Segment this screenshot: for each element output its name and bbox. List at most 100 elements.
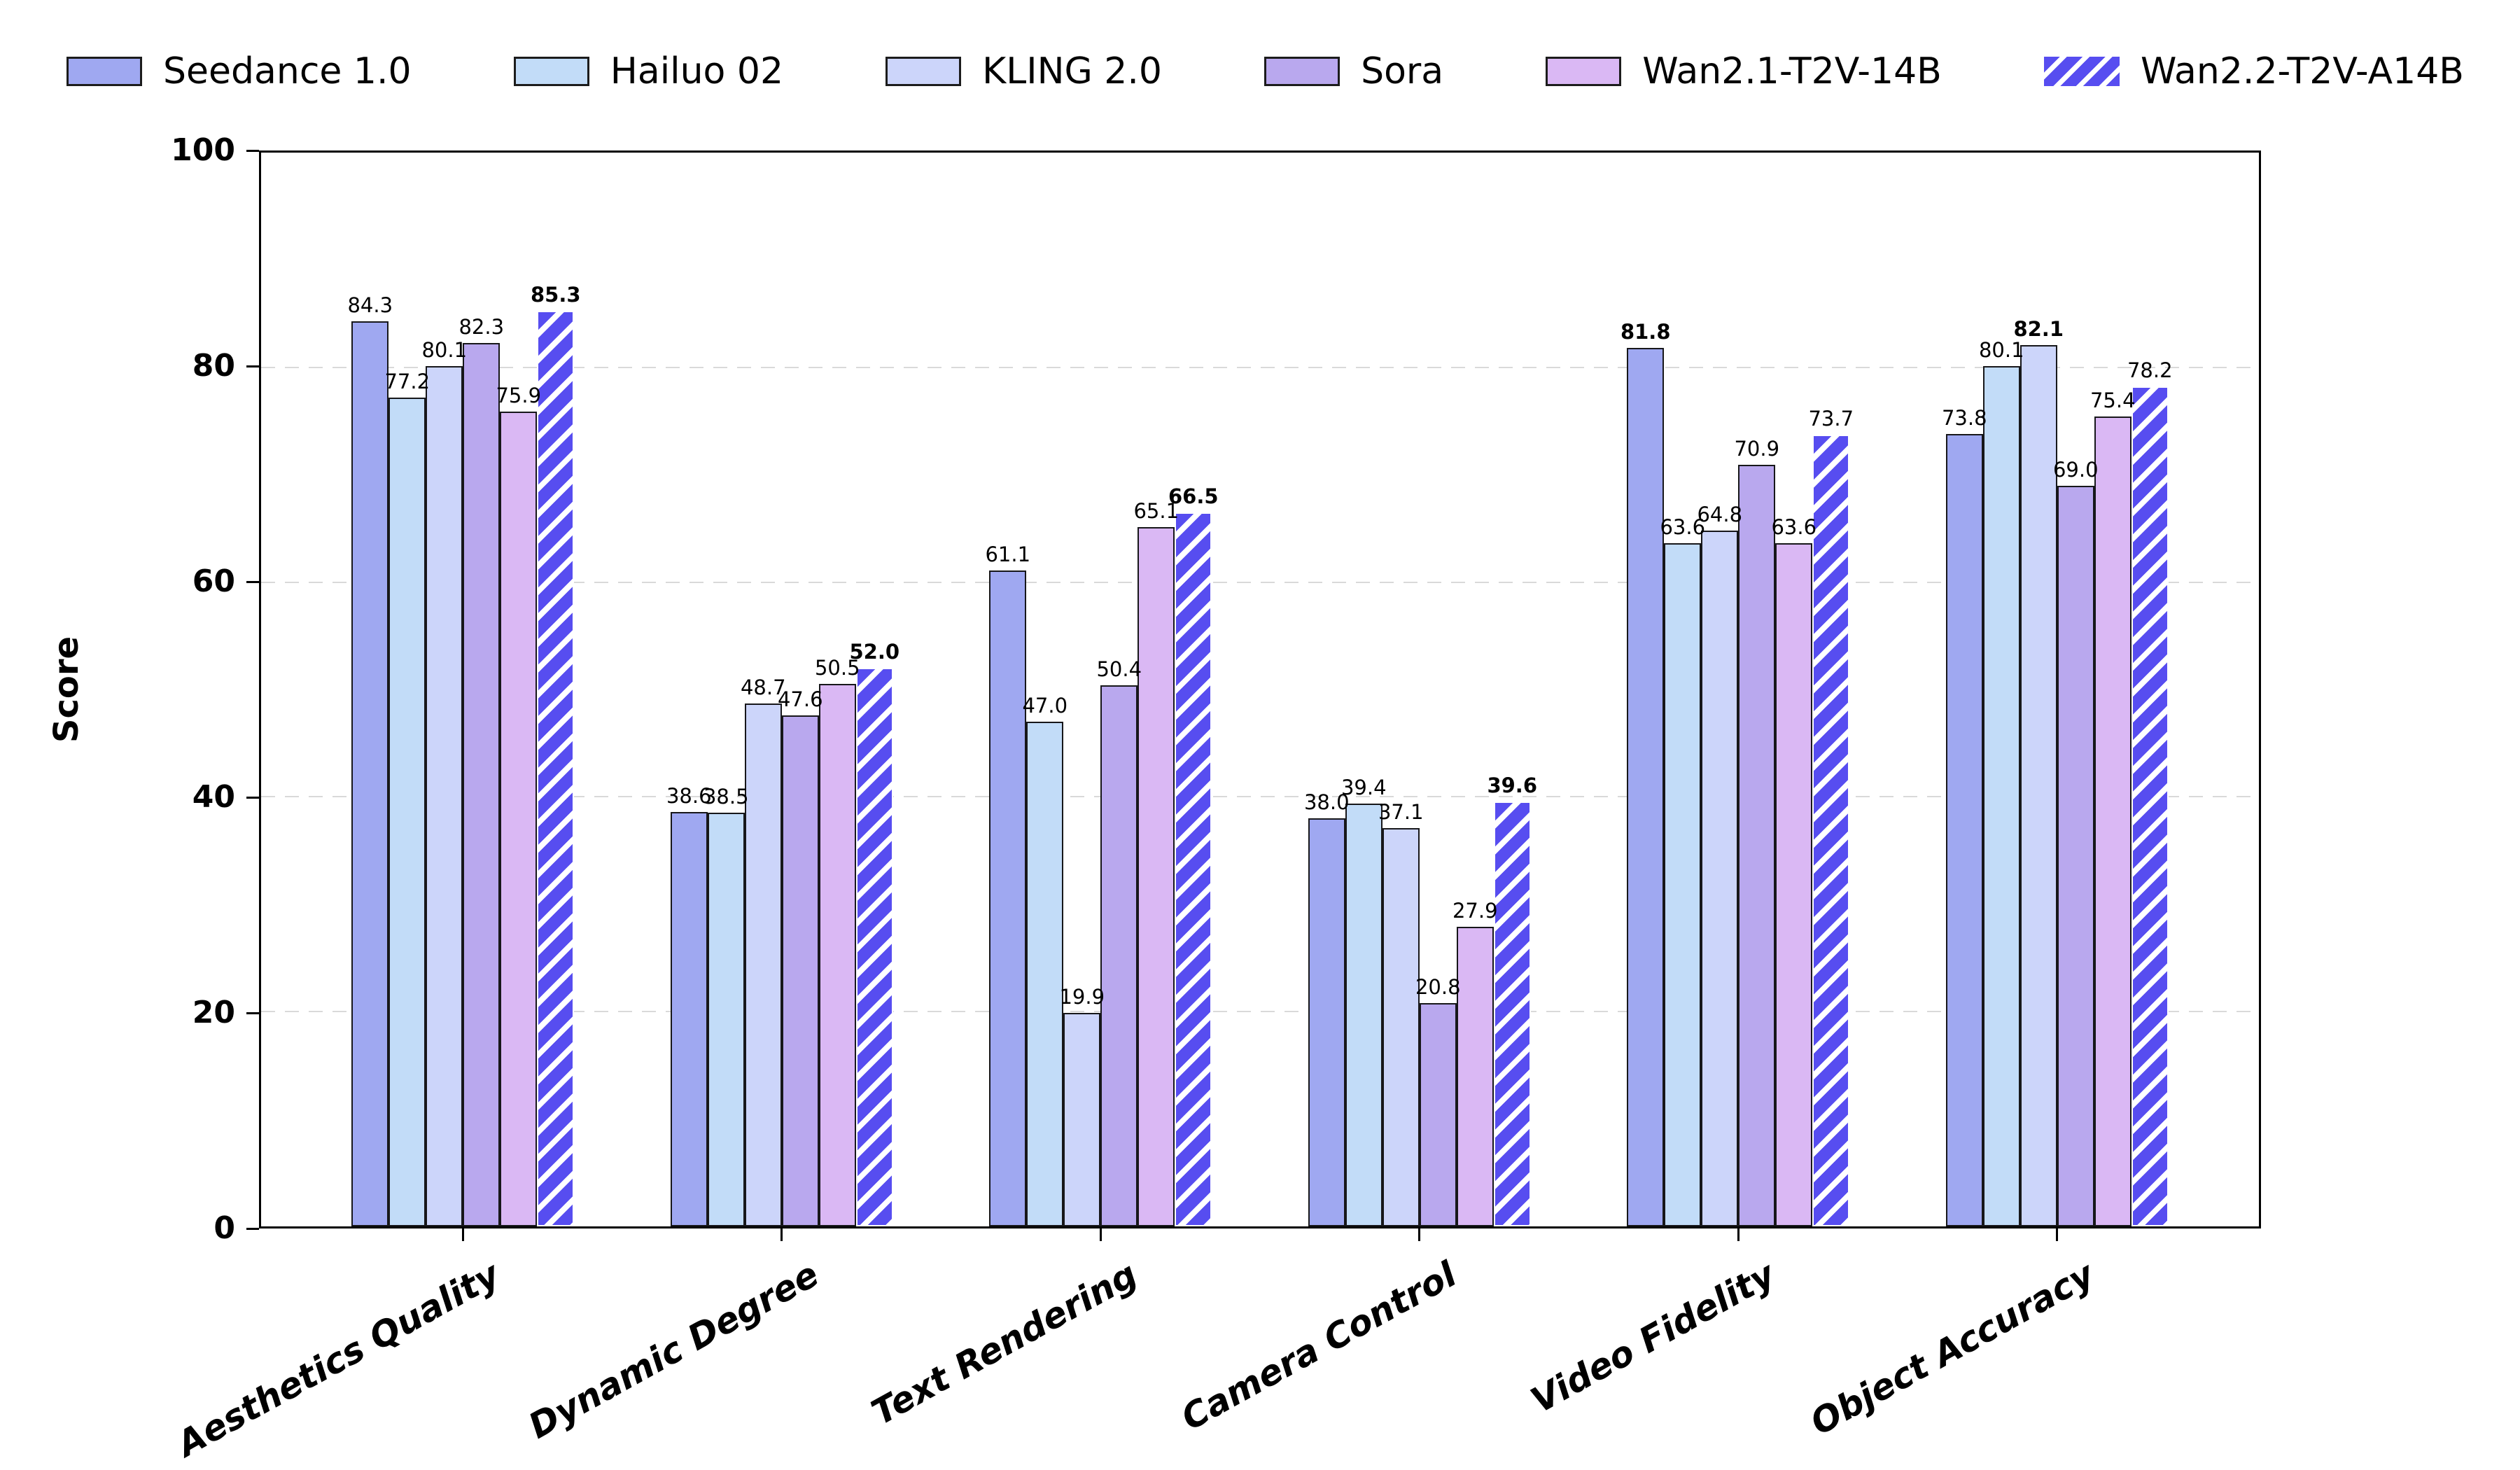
bar-wan2-1-t2v-14b-text-rendering <box>1138 527 1175 1226</box>
bar-value-label: 50.5 <box>814 656 860 680</box>
bar-wan2-1-t2v-14b-dynamic-degree <box>818 684 856 1226</box>
bar-value-label: 38.5 <box>703 785 749 809</box>
x-tick-mark <box>1099 1228 1102 1241</box>
bar-wan2-1-t2v-14b-object-accuracy <box>2094 416 2132 1226</box>
gridline-20 <box>261 1011 2259 1013</box>
gridline-60 <box>261 581 2259 583</box>
bar-value-label: 38.6 <box>666 783 712 808</box>
bar-hailuo-02-text-rendering <box>1026 722 1064 1226</box>
bar-value-label: 39.4 <box>1340 775 1387 799</box>
legend-label: Seedance 1.0 <box>163 50 412 92</box>
bar-kling-2-0-text-rendering <box>1063 1012 1101 1226</box>
legend-item-hailuo-02: Hailuo 02 <box>513 53 783 90</box>
bar-value-label: 63.6 <box>1771 515 1817 540</box>
bar-value-label: 65.1 <box>1133 499 1180 524</box>
bar-kling-2-0-aesthetics-quality <box>426 366 463 1226</box>
bar-wan2-2-t2v-a14b-object-accuracy <box>2131 386 2169 1226</box>
bar-hailuo-02-aesthetics-quality <box>388 397 426 1226</box>
bar-value-label: 64.8 <box>1697 502 1743 526</box>
legend-swatch-sora <box>1264 57 1340 86</box>
bar-value-label: 50.4 <box>1096 657 1142 681</box>
bar-kling-2-0-camera-control <box>1382 827 1420 1226</box>
legend-item-seedance-1-0: Seedance 1.0 <box>66 53 412 90</box>
y-tick-label: 40 <box>192 779 235 815</box>
y-tick-label: 100 <box>171 132 235 168</box>
x-category-label-dynamic-degree: Dynamic Degree <box>522 1254 825 1447</box>
bar-value-label: 81.8 <box>1620 320 1671 344</box>
bar-value-label: 69.0 <box>2052 457 2099 482</box>
x-category-label-camera-control: Camera Control <box>1174 1254 1463 1438</box>
bar-wan2-2-t2v-a14b-aesthetics-quality <box>537 310 575 1226</box>
x-tick-mark <box>2056 1228 2059 1241</box>
bar-value-label: 84.3 <box>347 293 393 317</box>
bar-value-label: 48.7 <box>740 675 786 699</box>
bar-wan2-2-t2v-a14b-camera-control <box>1493 801 1531 1226</box>
legend: Seedance 1.0 Hailuo 02 KLING 2.0 Sora Wan2.1… <box>66 36 2464 106</box>
x-category-label-object-accuracy: Object Accuracy <box>1803 1254 2101 1443</box>
bar-sora-aesthetics-quality <box>463 342 500 1226</box>
bar-kling-2-0-video-fidelity <box>1701 530 1739 1226</box>
legend-swatch-hailuo-02 <box>513 57 589 86</box>
bar-value-label: 20.8 <box>1415 974 1461 999</box>
y-tick-label: 0 <box>214 1210 235 1246</box>
x-tick-mark <box>461 1228 464 1241</box>
x-tick-mark <box>1418 1228 1421 1241</box>
bar-value-label: 63.6 <box>1660 515 1706 540</box>
legend-item-wan2-2-t2v-a14b: Wan2.2-T2V-A14B <box>2043 50 2464 92</box>
y-tick-mark <box>246 1011 259 1014</box>
x-category-label-text-rendering: Text Rendering <box>864 1254 1144 1434</box>
bar-value-label: 27.9 <box>1452 899 1498 923</box>
bar-wan2-1-t2v-14b-aesthetics-quality <box>500 411 538 1226</box>
legend-label: Sora <box>1361 50 1444 92</box>
gridline-80 <box>261 366 2259 368</box>
bar-wan2-1-t2v-14b-camera-control <box>1456 927 1494 1226</box>
bar-seedance-1-0-video-fidelity <box>1627 348 1665 1226</box>
bar-value-label: 52.0 <box>849 640 900 664</box>
bar-wan2-2-t2v-a14b-dynamic-degree <box>855 668 893 1226</box>
bar-hailuo-02-dynamic-degree <box>707 813 745 1226</box>
y-tick-mark <box>246 365 259 368</box>
bar-sora-video-fidelity <box>1738 465 1776 1226</box>
bar-seedance-1-0-camera-control <box>1308 818 1345 1226</box>
bar-value-label: 47.0 <box>1022 694 1068 718</box>
bar-value-label: 39.6 <box>1487 773 1538 797</box>
bar-seedance-1-0-dynamic-degree <box>670 811 708 1226</box>
bar-value-label: 47.6 <box>777 687 823 711</box>
bar-sora-dynamic-degree <box>781 715 819 1226</box>
bar-sora-camera-control <box>1419 1002 1457 1226</box>
legend-label: Wan2.2-T2V-A14B <box>2140 50 2464 92</box>
legend-item-wan2-1-t2v-14b: Wan2.1-T2V-14B <box>1546 53 1942 90</box>
x-category-label-aesthetics-quality: Aesthetics Quality <box>170 1254 507 1465</box>
bar-value-label: 73.7 <box>1808 407 1854 431</box>
legend-item-sora: Sora <box>1264 53 1443 90</box>
bar-value-label: 19.9 <box>1059 984 1105 1009</box>
legend-swatch-wan2-1-t2v-14b <box>1546 57 1622 86</box>
y-tick-mark <box>246 1227 259 1230</box>
bar-value-label: 70.9 <box>1734 437 1780 461</box>
bar-sora-object-accuracy <box>2057 485 2094 1226</box>
x-category-label-video-fidelity: Video Fidelity <box>1524 1254 1782 1422</box>
bar-seedance-1-0-object-accuracy <box>1945 433 1983 1226</box>
bar-value-label: 77.2 <box>384 369 430 393</box>
y-tick-mark <box>246 796 259 799</box>
bar-value-label: 37.1 <box>1378 799 1424 824</box>
bar-seedance-1-0-aesthetics-quality <box>351 321 389 1226</box>
x-tick-mark <box>1737 1228 1740 1241</box>
bar-value-label: 73.8 <box>1941 405 1987 430</box>
bar-kling-2-0-object-accuracy <box>2019 344 2057 1226</box>
bar-value-label: 75.9 <box>496 383 542 407</box>
plot-area: 84.3 77.2 80.1 82.3 75.9 85.3 38.6 38.5 48.7 47.6… <box>259 150 2261 1228</box>
bar-value-label: 75.4 <box>2090 388 2136 413</box>
bar-wan2-2-t2v-a14b-video-fidelity <box>1812 435 1850 1226</box>
y-tick-label: 60 <box>192 564 235 599</box>
bar-value-label: 82.1 <box>2013 316 2064 341</box>
legend-swatch-wan2-2-t2v-a14b <box>2043 57 2120 86</box>
bar-kling-2-0-dynamic-degree <box>744 703 782 1226</box>
y-tick-label: 20 <box>192 995 235 1030</box>
y-tick-mark <box>246 580 259 583</box>
bar-value-label: 82.3 <box>458 314 505 339</box>
bar-value-label: 66.5 <box>1168 484 1219 508</box>
y-axis-label: Score <box>47 636 86 743</box>
bar-value-label: 80.1 <box>1978 338 2024 363</box>
